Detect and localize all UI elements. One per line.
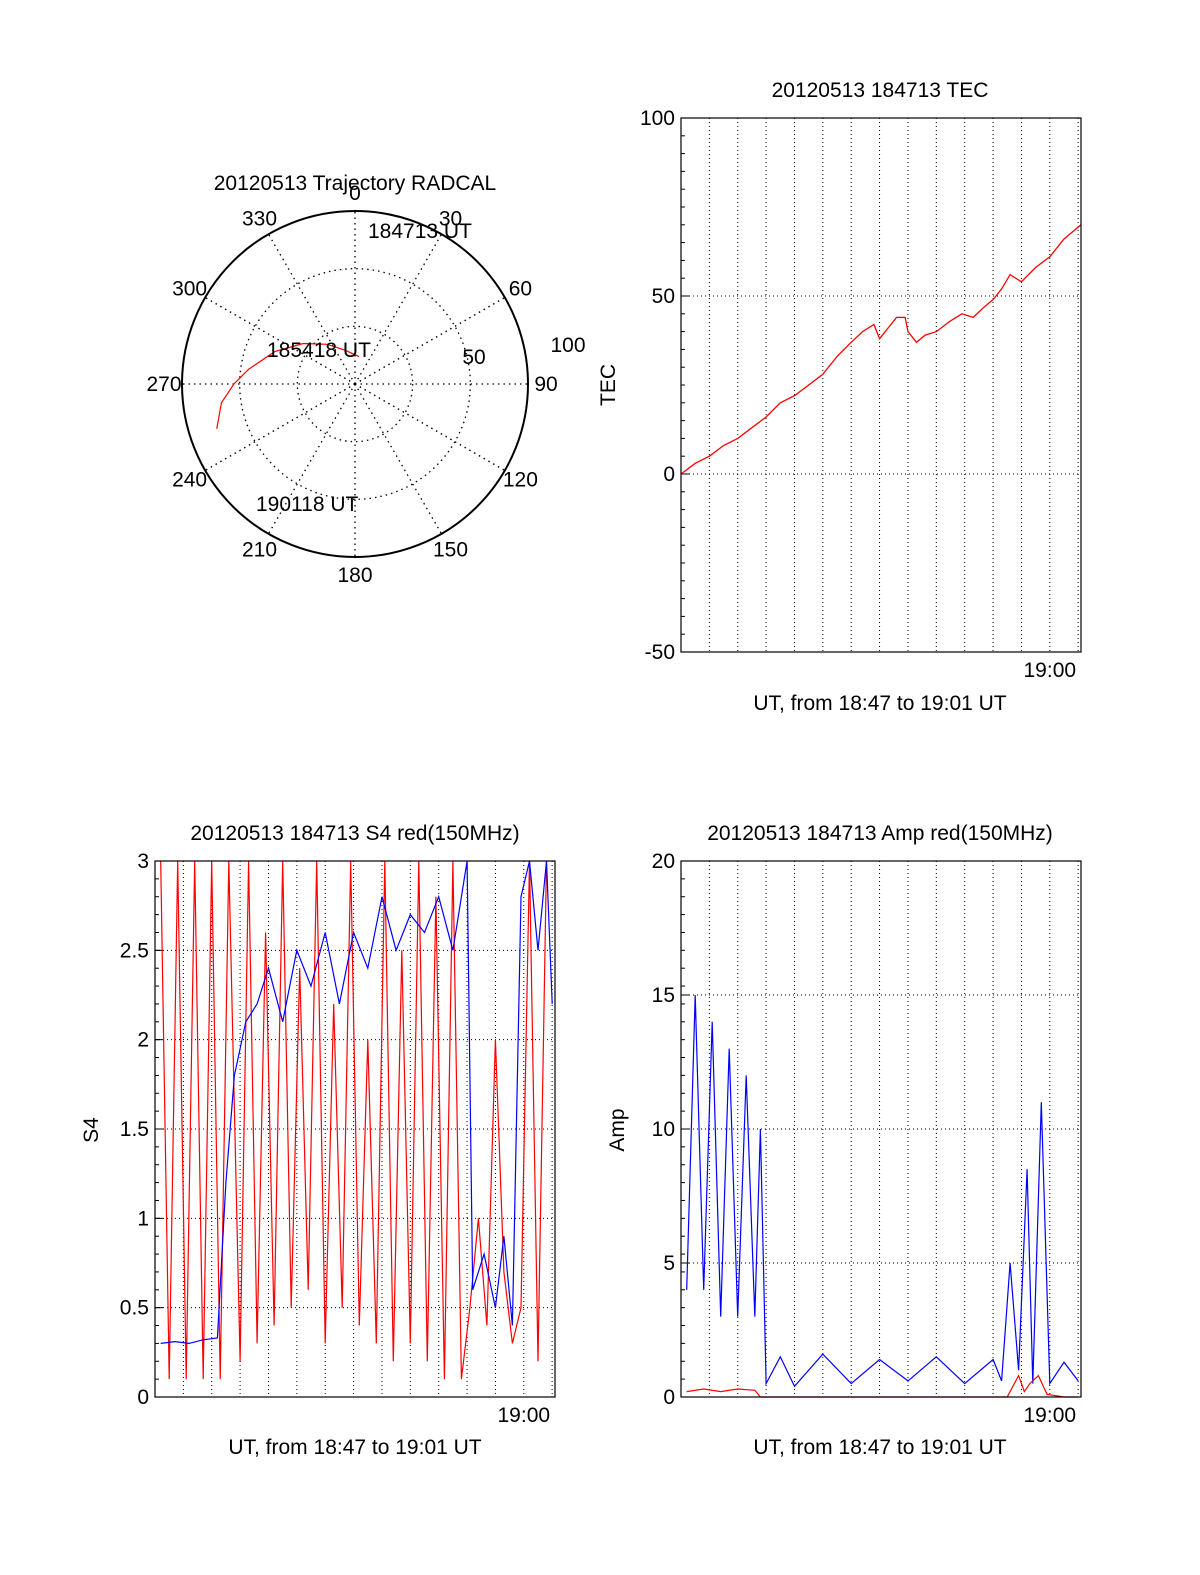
polar-grid-spoke bbox=[204, 383, 356, 472]
tec-panel: 20120513 184713 TEC -50 0 50 100 19:00 UT, f… bbox=[597, 79, 1082, 715]
s4-ticks: 0 0.5 1 1.5 2 2.5 3 19:00 bbox=[120, 850, 550, 1427]
polar-grid-ring bbox=[239, 268, 471, 500]
tec-title: 20120513 184713 TEC bbox=[772, 79, 989, 102]
polar-angle-label: 150 bbox=[433, 538, 468, 561]
y-tick-label: 5 bbox=[663, 1252, 675, 1275]
polar-angle-label: 90 bbox=[534, 373, 557, 396]
s4-plot-frame bbox=[154, 860, 556, 1398]
polar-title: 20120513 Trajectory RADCAL bbox=[214, 172, 497, 195]
polar-grid-spoke bbox=[354, 296, 506, 385]
amp-grid bbox=[681, 861, 1081, 1397]
amp-ylabel: Amp bbox=[606, 1108, 629, 1151]
x-tick-label: 19:00 bbox=[1024, 659, 1077, 682]
y-tick-label: 0.5 bbox=[120, 1297, 149, 1320]
tec-ylabel: TEC bbox=[597, 364, 620, 406]
polar-grid-spoke bbox=[267, 383, 356, 535]
s4-grid bbox=[155, 861, 555, 1397]
y-tick-label: 2.5 bbox=[120, 939, 149, 962]
s4-title: 20120513 184713 S4 red(150MHz) bbox=[190, 822, 519, 845]
polar-grid-spoke bbox=[204, 296, 356, 385]
amp-xlabel: UT, from 18:47 to 19:01 UT bbox=[753, 1436, 1006, 1459]
amp-panel: 20120513 184713 Amp red(150MHz) 0 5 10 15 20… bbox=[606, 822, 1082, 1459]
y-tick-label: 0 bbox=[137, 1386, 149, 1409]
polar-grid-spoke bbox=[354, 233, 443, 385]
s4-panel: 20120513 184713 S4 red(150MHz) 0 0.5 1 1.5 2… bbox=[80, 822, 556, 1459]
polar-angle-label: 240 bbox=[172, 469, 207, 492]
s4-blue-series-line bbox=[160, 860, 553, 1345]
polar-radial-label-50: 50 bbox=[462, 346, 485, 369]
polar-radial-label-100: 100 bbox=[550, 334, 585, 357]
y-tick-label: 0 bbox=[663, 1386, 675, 1409]
amp-red-series-line bbox=[686, 1374, 1079, 1398]
y-tick-label: 10 bbox=[652, 1118, 675, 1141]
y-tick-label: -50 bbox=[645, 641, 675, 664]
polar-angle-label: 330 bbox=[242, 208, 277, 231]
polar-annotation-start: 184713 UT bbox=[368, 220, 472, 243]
s4-xlabel: UT, from 18:47 to 19:01 UT bbox=[228, 1436, 481, 1459]
s4-ylabel: S4 bbox=[80, 1117, 103, 1143]
y-tick-label: 1.5 bbox=[120, 1118, 149, 1141]
polar-trajectory-line bbox=[216, 342, 360, 430]
x-tick-label: 19:00 bbox=[498, 1404, 551, 1427]
polar-grid-spoke bbox=[354, 383, 506, 472]
polar-angle-label: 300 bbox=[172, 278, 207, 301]
polar-angle-label: 180 bbox=[337, 564, 372, 587]
x-tick-label: 19:00 bbox=[1024, 1404, 1077, 1427]
y-tick-label: 20 bbox=[652, 850, 675, 873]
polar-annotation-end: 190118 UT bbox=[256, 493, 359, 516]
y-tick-label: 0 bbox=[663, 463, 675, 486]
tec-xlabel: UT, from 18:47 to 19:01 UT bbox=[753, 692, 1006, 715]
y-tick-label: 100 bbox=[640, 107, 675, 130]
amp-blue-series-line bbox=[686, 994, 1079, 1388]
y-tick-label: 1 bbox=[137, 1207, 149, 1230]
tec-plot-frame bbox=[680, 117, 1082, 653]
polar-angle-label: 270 bbox=[146, 373, 181, 396]
polar-grid-spoke bbox=[354, 383, 443, 535]
polar-angle-label: 0 bbox=[349, 182, 361, 205]
amp-title: 20120513 184713 Amp red(150MHz) bbox=[707, 822, 1053, 845]
amp-plot-frame bbox=[680, 860, 1082, 1398]
polar-annotation-mid: 185418 UT bbox=[267, 339, 371, 362]
polar-angle-label: 210 bbox=[242, 538, 277, 561]
polar-grid-spoke bbox=[267, 233, 356, 385]
y-tick-label: 15 bbox=[652, 984, 675, 1007]
tec-ticks: -50 0 50 100 19:00 bbox=[640, 107, 1076, 682]
tec-grid bbox=[681, 118, 1081, 652]
y-tick-label: 50 bbox=[652, 285, 675, 308]
tec-series-line bbox=[680, 224, 1082, 475]
polar-angle-label: 30 bbox=[439, 208, 462, 231]
polar-panel: 20120513 Trajectory RADCAL 0 30 60 90 120 150… bbox=[146, 172, 585, 587]
polar-angle-labels: 0 30 60 90 120 150 180 210 240 270 300 330 bbox=[146, 182, 557, 587]
s4-red-series-line bbox=[160, 860, 548, 1380]
y-tick-label: 2 bbox=[137, 1029, 149, 1052]
y-tick-label: 3 bbox=[137, 850, 149, 873]
polar-outer-circle bbox=[181, 210, 529, 558]
polar-angle-label: 60 bbox=[509, 278, 532, 301]
polar-angle-label: 120 bbox=[503, 469, 538, 492]
